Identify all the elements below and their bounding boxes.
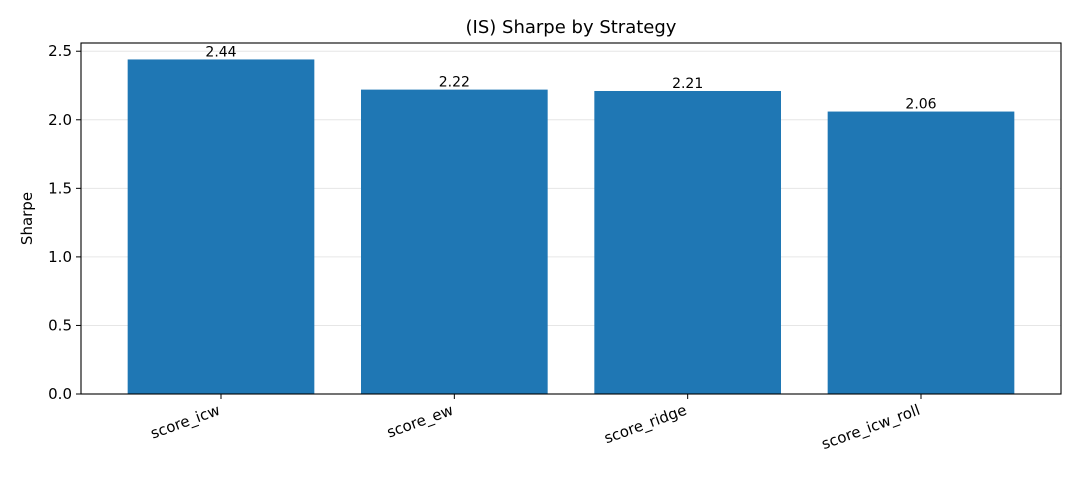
- bar-value-label: 2.06: [905, 97, 936, 113]
- bar: [827, 111, 1015, 394]
- bar: [594, 90, 781, 394]
- y-tick-label: 2.5: [48, 42, 72, 60]
- chart-title: (IS) Sharpe by Strategy: [466, 17, 677, 38]
- y-tick-label: 1.0: [48, 248, 72, 266]
- y-tick-label: 1.5: [48, 179, 72, 197]
- y-axis-label: Sharpe: [18, 192, 36, 245]
- bar: [127, 59, 315, 394]
- bar-value-label: 2.22: [439, 75, 470, 91]
- bar-value-label: 2.44: [205, 44, 236, 60]
- y-tick-label: 2.0: [48, 111, 72, 129]
- bar-value-label: 2.21: [672, 76, 703, 92]
- bar: [361, 89, 548, 394]
- y-tick-label: 0.5: [48, 316, 72, 334]
- y-tick-label: 0.0: [48, 385, 72, 403]
- plot-frame: [80, 42, 1062, 395]
- bars-layer: 2.44 2.22 2.21 2.06: [127, 44, 1015, 394]
- y-axis: 0.0 0.5 1.0 1.5 2.0 2.5: [48, 42, 81, 403]
